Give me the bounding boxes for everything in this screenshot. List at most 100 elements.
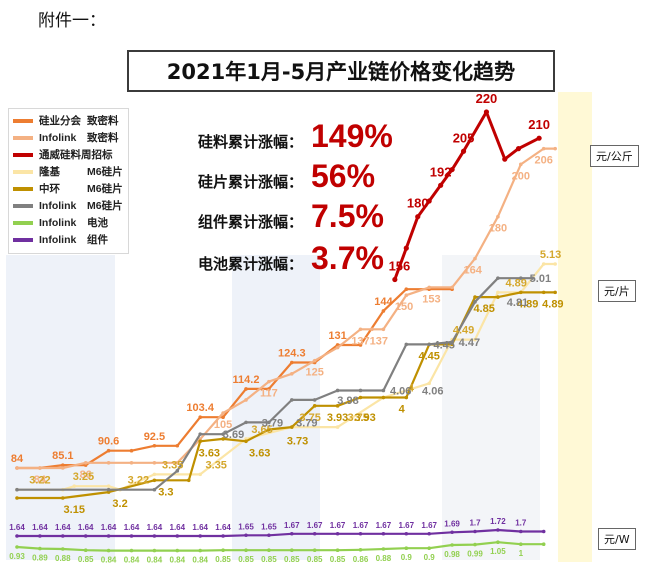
data-label: 125 <box>306 367 324 379</box>
data-label: 3.98 <box>337 395 358 407</box>
data-point <box>129 460 134 465</box>
chart-title-box: 2021年1月-5月产业链价格变化趋势 <box>127 50 555 92</box>
data-point <box>267 387 271 391</box>
data-point <box>541 290 546 295</box>
unit-wafer: 元/片 <box>598 280 636 302</box>
data-point <box>496 276 500 280</box>
data-label: 3.79 <box>296 417 317 429</box>
data-label: 1.67 <box>353 521 369 530</box>
data-point <box>519 276 523 280</box>
data-label: 4 <box>408 383 415 395</box>
data-label: 1.64 <box>124 523 140 532</box>
month-band <box>6 255 115 560</box>
silicon-increase: 硅料累计涨幅： 149% <box>198 118 393 154</box>
data-label: 1.69 <box>444 519 460 528</box>
data-label: 1.7 <box>469 519 481 528</box>
data-label: 0.84 <box>192 556 208 565</box>
data-point <box>335 404 340 408</box>
data-label: 4 <box>399 404 406 416</box>
data-point <box>381 327 386 332</box>
data-point <box>427 531 432 536</box>
data-label: 1.64 <box>215 523 231 532</box>
data-point <box>449 166 455 173</box>
data-point <box>496 295 500 299</box>
data-point <box>541 262 546 266</box>
data-point <box>541 529 546 534</box>
series-line <box>17 277 533 491</box>
legend-item: 硅业分会 致密料 <box>13 112 124 129</box>
data-label: 180 <box>489 223 507 235</box>
data-label: 1.64 <box>9 523 25 532</box>
data-label: 105 <box>214 419 232 431</box>
data-point <box>473 295 477 299</box>
legend-swatch <box>13 152 33 157</box>
data-label: 164 <box>464 265 483 277</box>
data-point <box>267 533 271 538</box>
data-point <box>450 543 454 547</box>
data-point <box>312 358 317 363</box>
data-point <box>152 443 157 448</box>
data-label: 0.89 <box>32 554 48 563</box>
data-point <box>496 528 500 532</box>
cell-increase: 电池累计涨幅： 3.7% <box>198 240 384 276</box>
data-point <box>290 398 294 402</box>
data-label: 1.67 <box>399 521 415 530</box>
data-point <box>450 340 454 344</box>
data-label: 1.67 <box>376 521 392 530</box>
data-label: 144 <box>374 296 393 308</box>
data-point <box>221 415 225 420</box>
data-point <box>129 448 134 453</box>
data-label: 1.67 <box>307 521 323 530</box>
data-point <box>290 548 294 552</box>
data-point <box>427 381 432 386</box>
data-point <box>530 276 535 280</box>
data-label: 1.67 <box>284 521 300 530</box>
data-point <box>198 415 202 420</box>
data-point <box>38 534 42 538</box>
data-label: 3.2 <box>112 498 127 510</box>
data-label: 3.25 <box>73 471 94 483</box>
data-point <box>404 287 409 292</box>
data-point <box>152 472 157 477</box>
data-label: 3.93 <box>354 412 375 424</box>
data-point <box>541 146 546 151</box>
data-point <box>15 487 19 492</box>
data-label: 0.88 <box>55 554 71 563</box>
data-point <box>496 540 500 544</box>
data-point <box>381 547 386 551</box>
data-label: 0.86 <box>353 555 369 564</box>
data-point <box>460 148 467 154</box>
data-label: 5.01 <box>530 273 551 285</box>
data-label: 3.73 <box>287 435 308 447</box>
data-label: 1.65 <box>238 522 254 531</box>
data-label: 5.13 <box>540 249 561 261</box>
data-label: 200 <box>512 170 530 182</box>
data-label: 206 <box>535 155 553 167</box>
data-point <box>483 109 490 115</box>
data-point <box>267 427 271 432</box>
data-point <box>175 469 180 473</box>
data-label: 1.64 <box>32 523 48 532</box>
data-label: 156 <box>389 259 411 274</box>
module-increase: 组件累计涨幅： 7.5% <box>198 198 384 234</box>
data-point <box>519 529 523 534</box>
data-point <box>415 214 421 220</box>
data-point <box>519 162 523 167</box>
data-label: 3.35 <box>206 459 227 471</box>
data-label: 4.85 <box>473 303 494 315</box>
data-point <box>335 388 340 393</box>
month-bands <box>6 92 592 562</box>
data-label: 3.65 <box>251 424 272 436</box>
data-point <box>106 460 111 465</box>
data-point <box>129 548 134 553</box>
data-label: 3.69 <box>223 429 244 441</box>
data-point <box>404 293 409 298</box>
data-point <box>175 460 180 465</box>
data-point <box>221 437 225 441</box>
data-label: 3.63 <box>199 447 220 459</box>
data-point <box>404 395 409 400</box>
data-point <box>496 214 500 219</box>
data-label: 1.67 <box>330 521 346 530</box>
data-point <box>312 398 317 402</box>
data-point <box>221 548 225 552</box>
